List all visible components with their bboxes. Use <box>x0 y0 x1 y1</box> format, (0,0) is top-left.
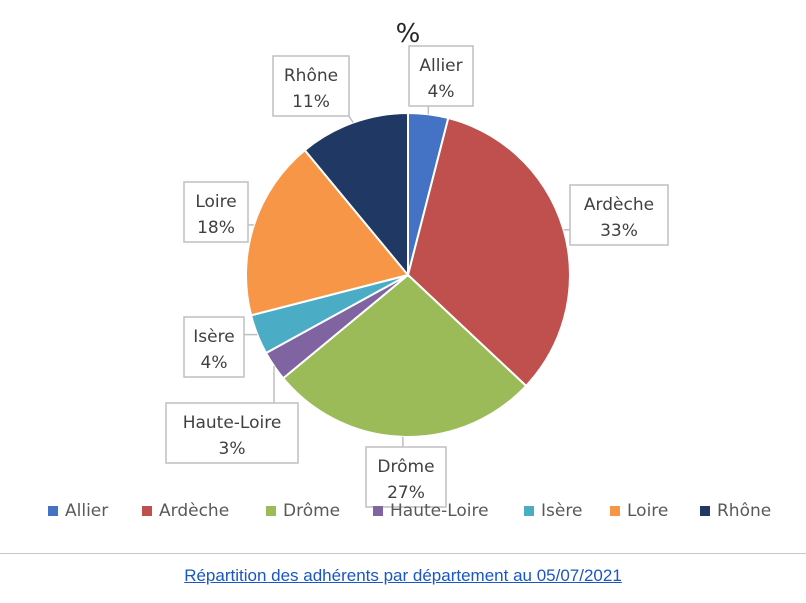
data-label-category: Allier <box>419 56 462 76</box>
data-label-category: Haute-Loire <box>183 413 282 433</box>
leader-lines <box>244 106 570 447</box>
data-label-box <box>569 184 669 246</box>
data-label-loire: Loire 18% <box>183 181 249 243</box>
legend-label: Loire <box>627 501 668 521</box>
pie-chart: % Allier4%Ardèche33%Drôme27%Haute-Loire3… <box>48 19 771 521</box>
pie-slices <box>245 111 571 438</box>
legend-swatch <box>48 506 58 516</box>
data-label-drome: Drôme 27% <box>365 446 447 508</box>
legend-label: Allier <box>65 501 108 521</box>
data-label-box <box>365 446 447 508</box>
data-label-category: Ardèche <box>584 195 654 215</box>
data-label-value: 33% <box>600 221 638 241</box>
legend-swatch <box>266 506 276 516</box>
pie-slice-ardeche <box>406 116 571 388</box>
data-label-box <box>408 45 474 107</box>
data-label-box <box>272 55 350 117</box>
data-label-category: Drôme <box>377 457 434 477</box>
data-label-category: Isère <box>193 327 234 347</box>
legend-label: Ardèche <box>159 501 229 521</box>
legend-swatch <box>700 506 710 516</box>
data-label-value: 18% <box>197 218 235 238</box>
legend-swatch <box>524 506 534 516</box>
legend-item-drome: Drôme <box>266 501 340 521</box>
data-callouts: Allier 4% Ardèche 33% Drôme 27% Haute-Loire 3% I… <box>165 45 669 508</box>
data-label-allier: Allier 4% <box>408 45 474 107</box>
data-label-value: 4% <box>428 82 455 102</box>
legend-swatch <box>373 506 383 516</box>
legend-label: Rhône <box>717 501 771 521</box>
legend-item-haute-loire: Haute-Loire <box>373 501 489 521</box>
pie-slice-loire <box>245 148 410 317</box>
data-label-isere: Isère 4% <box>183 316 245 378</box>
divider <box>0 553 806 554</box>
caption-link[interactable]: Répartition des adhérents par départemen… <box>184 566 622 585</box>
data-label-haute-loire: Haute-Loire 3% <box>165 402 299 464</box>
legend-label: Drôme <box>283 501 340 521</box>
legend-swatch <box>610 506 620 516</box>
chart-title: % <box>396 19 421 49</box>
legend-label: Haute-Loire <box>390 501 489 521</box>
leader-line-rhone <box>348 115 354 123</box>
data-label-ardeche: Ardèche 33% <box>569 184 669 246</box>
data-label-rhone: Rhône 11% <box>272 55 350 117</box>
data-label-value: 11% <box>292 92 330 112</box>
legend: Allier Ardèche Drôme Haute-Loire Isère Loire R… <box>48 501 771 521</box>
legend-item-rhone: Rhône <box>700 501 771 521</box>
legend-swatch <box>142 506 152 516</box>
legend-item-isere: Isère <box>524 501 582 521</box>
data-label-value: 27% <box>387 483 425 503</box>
data-label-category: Loire <box>195 192 236 212</box>
legend-item-ardeche: Ardèche <box>142 501 229 521</box>
legend-item-allier: Allier <box>48 501 108 521</box>
legend-label: Isère <box>541 501 582 521</box>
legend-item-loire: Loire <box>610 501 668 521</box>
data-label-value: 4% <box>201 353 228 373</box>
pie-slice-rhone <box>303 111 409 278</box>
data-label-box <box>183 181 249 243</box>
data-label-value: 3% <box>219 439 246 459</box>
data-label-box <box>183 316 245 378</box>
data-label-category: Rhône <box>284 66 338 86</box>
data-label-box <box>165 402 299 464</box>
